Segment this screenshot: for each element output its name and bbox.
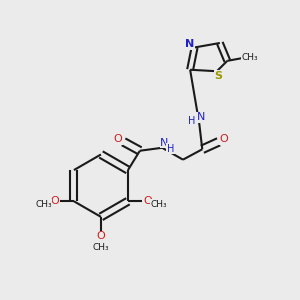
- Text: N: N: [185, 39, 195, 49]
- Text: O: O: [114, 134, 123, 144]
- Text: N: N: [160, 138, 169, 148]
- Text: O: O: [50, 196, 59, 206]
- Text: CH₃: CH₃: [35, 200, 52, 209]
- Text: H: H: [167, 144, 174, 154]
- Text: O: O: [97, 231, 105, 241]
- Text: CH₃: CH₃: [93, 243, 109, 252]
- Text: S: S: [214, 71, 222, 81]
- Text: CH₃: CH₃: [150, 200, 167, 209]
- Text: O: O: [220, 134, 228, 144]
- Text: O: O: [143, 196, 152, 206]
- Text: CH₃: CH₃: [242, 53, 259, 62]
- Text: H: H: [188, 116, 196, 126]
- Text: N: N: [196, 112, 205, 122]
